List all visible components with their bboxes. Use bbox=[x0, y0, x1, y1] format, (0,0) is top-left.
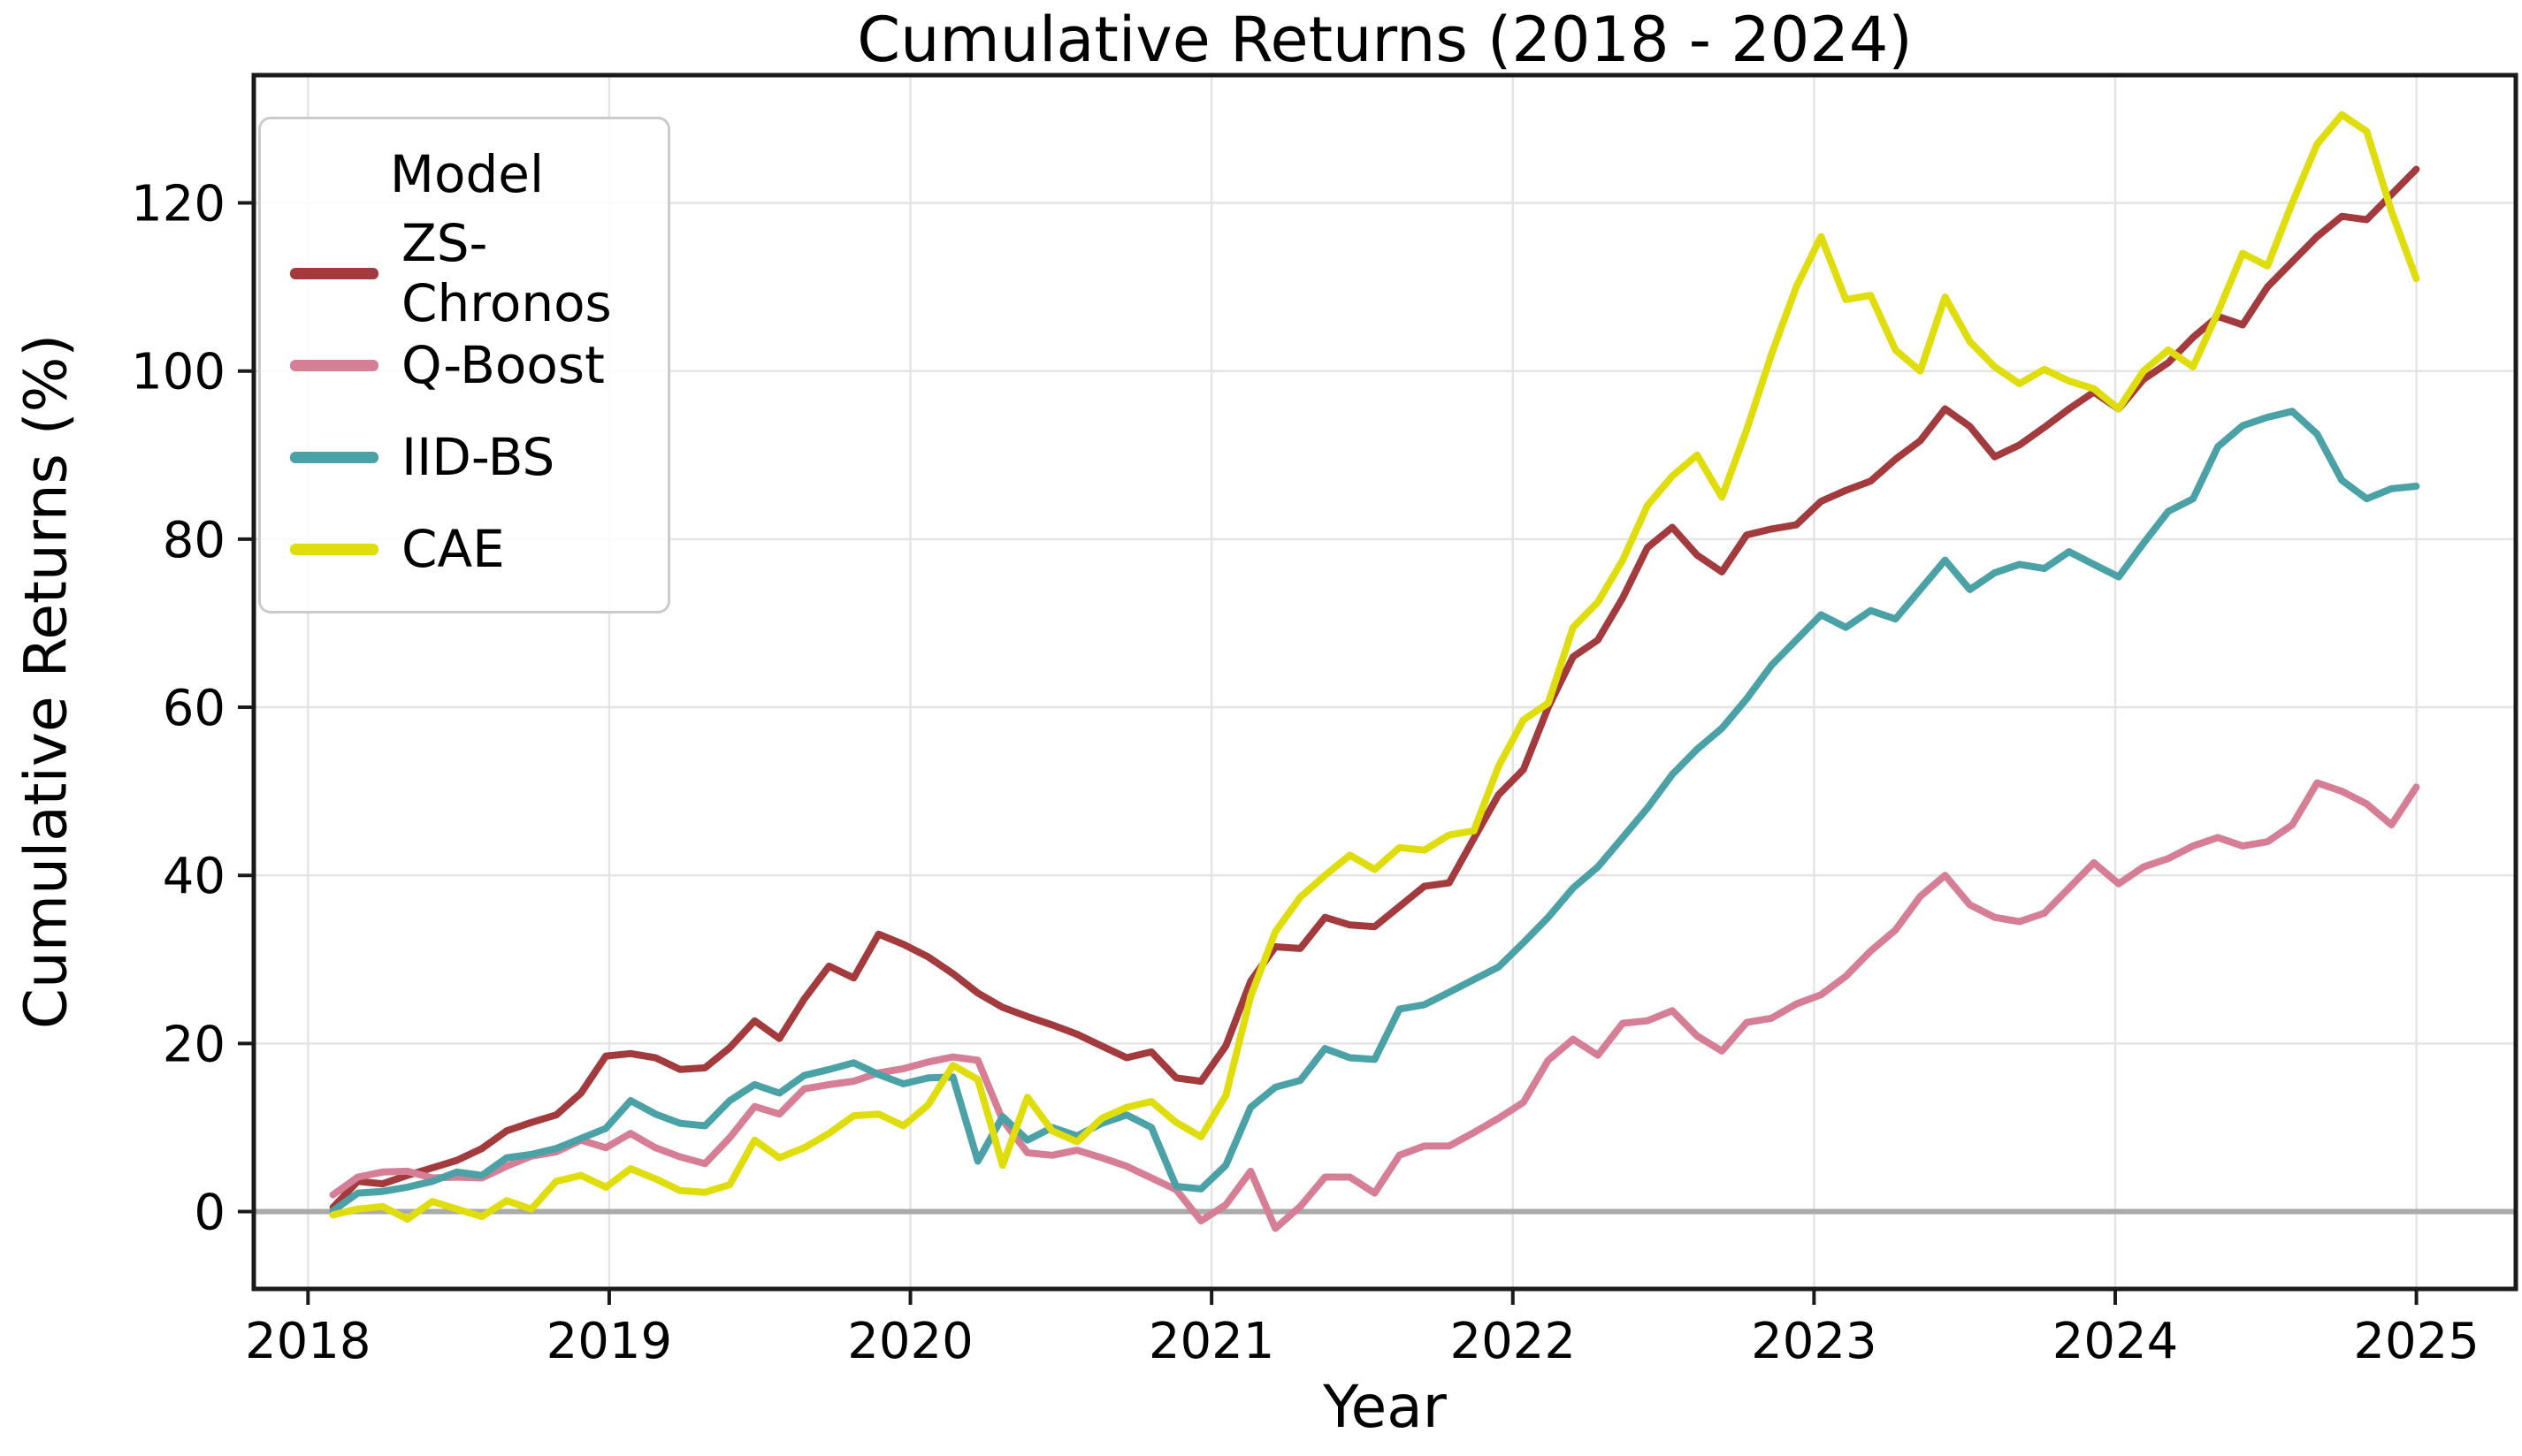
legend-label: ZS-Chronos bbox=[401, 213, 612, 333]
y-tick-label-40: 40 bbox=[163, 848, 225, 905]
legend-item-zs-chronos: ZS-Chronos bbox=[290, 213, 668, 333]
chart-title: Cumulative Returns (2018 - 2024) bbox=[857, 4, 1913, 76]
x-tick-label-2024: 2024 bbox=[2052, 1313, 2179, 1370]
y-tick-label-20: 20 bbox=[163, 1016, 225, 1073]
legend-label: CAE bbox=[401, 519, 505, 579]
legend-item-cae: CAE bbox=[290, 503, 668, 595]
y-tick-label-100: 100 bbox=[131, 344, 225, 401]
series-line-zs-chronos bbox=[329, 165, 2420, 1211]
x-tick-label-2018: 2018 bbox=[245, 1313, 371, 1370]
x-tick-label-2021: 2021 bbox=[1149, 1313, 1275, 1370]
legend-label: Q-Boost bbox=[401, 335, 605, 395]
legend-swatch-cae bbox=[290, 543, 378, 555]
x-tick-label-2020: 2020 bbox=[847, 1313, 974, 1370]
series-line-iid-bs bbox=[329, 408, 2420, 1215]
y-tick-label-0: 0 bbox=[194, 1185, 225, 1242]
x-tick-label-2025: 2025 bbox=[2353, 1313, 2480, 1370]
x-tick-label-2023: 2023 bbox=[1751, 1313, 1877, 1370]
x-axis-label: Year bbox=[1323, 1373, 1447, 1441]
y-axis-label: Cumulative Returns (%) bbox=[11, 333, 80, 1030]
x-tick-label-2019: 2019 bbox=[546, 1313, 673, 1370]
legend-title: Model bbox=[389, 144, 545, 204]
series-line-cae bbox=[329, 111, 2420, 1223]
plot-frame bbox=[251, 72, 2518, 1292]
legend: Model ZS-Chronos Q-Boost IID-BS CAE bbox=[258, 117, 670, 614]
legend-item-q-boost: Q-Boost bbox=[290, 319, 668, 411]
legend-label: IID-BS bbox=[401, 427, 555, 487]
legend-swatch-zs-chronos bbox=[290, 267, 378, 279]
legend-swatch-q-boost bbox=[290, 359, 378, 371]
legend-item-iid-bs: IID-BS bbox=[290, 411, 668, 503]
legend-swatch-iid-bs bbox=[290, 451, 378, 463]
y-tick-label-120: 120 bbox=[131, 176, 225, 233]
x-tick-label-2022: 2022 bbox=[1450, 1313, 1577, 1370]
y-tick-label-60: 60 bbox=[163, 680, 225, 737]
y-tick-label-80: 80 bbox=[163, 512, 225, 569]
series-line-q-boost bbox=[329, 779, 2420, 1232]
